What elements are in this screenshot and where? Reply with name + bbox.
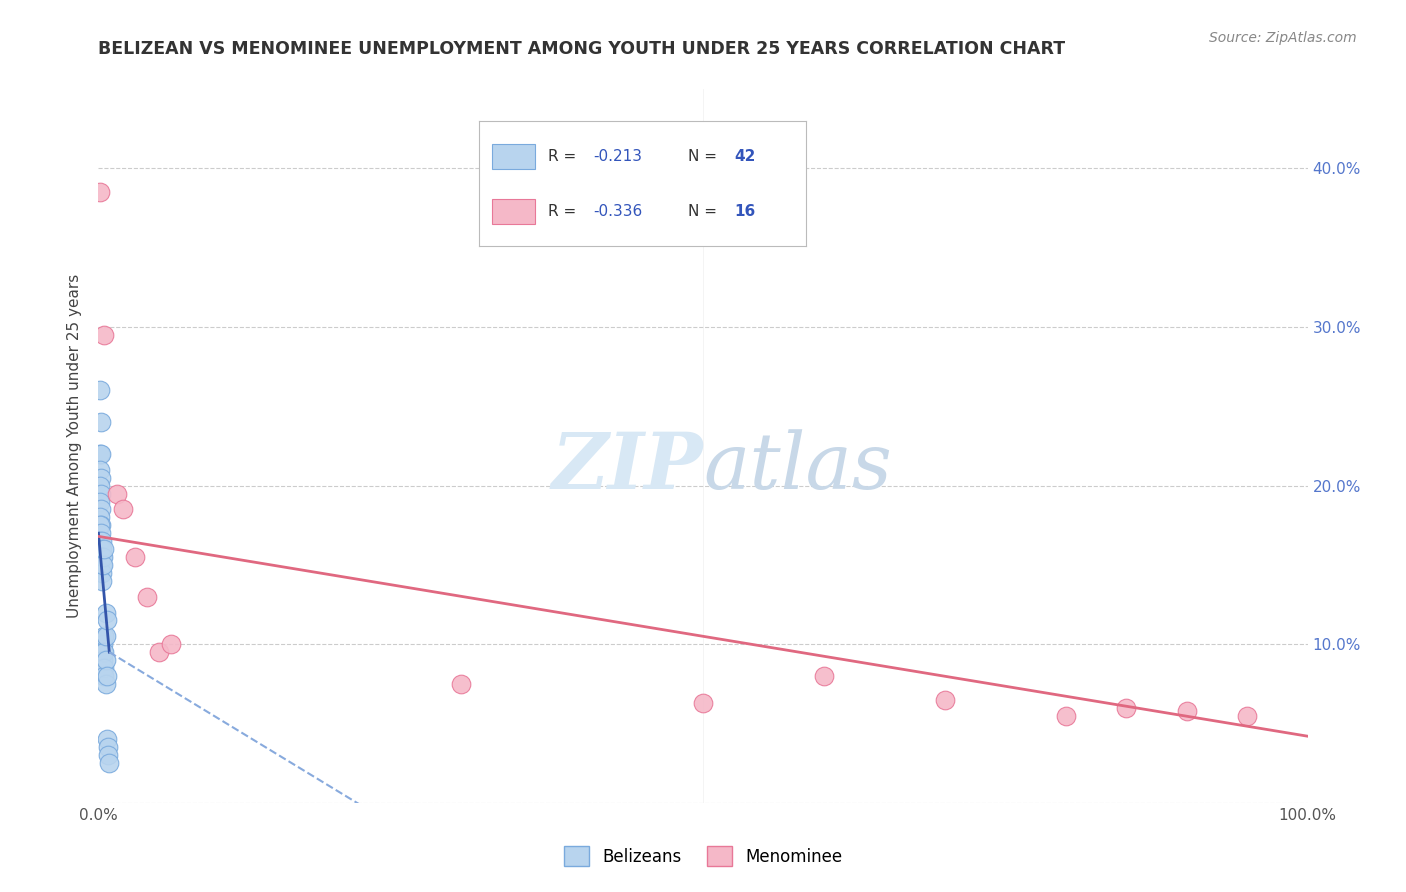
Point bbox=[1115, 700, 1137, 714]
Point bbox=[96, 669, 118, 683]
Point bbox=[94, 606, 117, 620]
Point bbox=[91, 558, 114, 572]
Text: atlas: atlas bbox=[703, 429, 891, 506]
Point bbox=[90, 542, 112, 557]
Point bbox=[90, 526, 112, 541]
Point bbox=[1236, 708, 1258, 723]
Point bbox=[89, 534, 111, 549]
Point bbox=[91, 645, 114, 659]
Point bbox=[90, 471, 112, 485]
Text: ZIP: ZIP bbox=[551, 429, 703, 506]
Y-axis label: Unemployment Among Youth under 25 years: Unemployment Among Youth under 25 years bbox=[67, 274, 83, 618]
Point bbox=[91, 549, 114, 564]
Point bbox=[93, 542, 115, 557]
Point bbox=[97, 748, 120, 763]
Point bbox=[96, 732, 118, 747]
Point bbox=[91, 566, 114, 580]
Point bbox=[450, 677, 472, 691]
Point bbox=[90, 486, 112, 500]
Point bbox=[89, 463, 111, 477]
Point bbox=[934, 692, 956, 706]
Legend: Belizeans, Menominee: Belizeans, Menominee bbox=[557, 839, 849, 873]
Point bbox=[98, 756, 121, 771]
Point bbox=[1175, 704, 1198, 718]
Point bbox=[90, 518, 112, 533]
Point bbox=[692, 696, 714, 710]
Point bbox=[94, 629, 117, 643]
Point bbox=[93, 661, 115, 675]
Point bbox=[91, 653, 114, 667]
Text: Source: ZipAtlas.com: Source: ZipAtlas.com bbox=[1209, 31, 1357, 45]
Point bbox=[93, 645, 115, 659]
Point bbox=[89, 478, 111, 492]
Point bbox=[105, 486, 128, 500]
Point bbox=[89, 518, 111, 533]
Point bbox=[89, 494, 111, 508]
Point bbox=[91, 542, 114, 557]
Point bbox=[91, 574, 114, 588]
Point bbox=[148, 645, 170, 659]
Point bbox=[89, 510, 111, 524]
Point bbox=[813, 669, 835, 683]
Point bbox=[89, 186, 111, 200]
Text: BELIZEAN VS MENOMINEE UNEMPLOYMENT AMONG YOUTH UNDER 25 YEARS CORRELATION CHART: BELIZEAN VS MENOMINEE UNEMPLOYMENT AMONG… bbox=[98, 40, 1066, 58]
Point bbox=[89, 384, 111, 398]
Point bbox=[135, 590, 157, 604]
Point bbox=[111, 502, 134, 516]
Point bbox=[94, 653, 117, 667]
Point bbox=[1054, 708, 1077, 723]
Point bbox=[91, 558, 114, 572]
Point bbox=[90, 502, 112, 516]
Point bbox=[160, 637, 183, 651]
Point bbox=[91, 549, 114, 564]
Point bbox=[124, 549, 146, 564]
Point bbox=[89, 447, 111, 461]
Point bbox=[90, 447, 112, 461]
Point bbox=[90, 415, 112, 429]
Point bbox=[93, 629, 115, 643]
Point bbox=[91, 637, 114, 651]
Point bbox=[97, 740, 120, 755]
Point bbox=[96, 614, 118, 628]
Point bbox=[93, 669, 115, 683]
Point bbox=[94, 677, 117, 691]
Point bbox=[93, 328, 115, 343]
Point bbox=[91, 534, 114, 549]
